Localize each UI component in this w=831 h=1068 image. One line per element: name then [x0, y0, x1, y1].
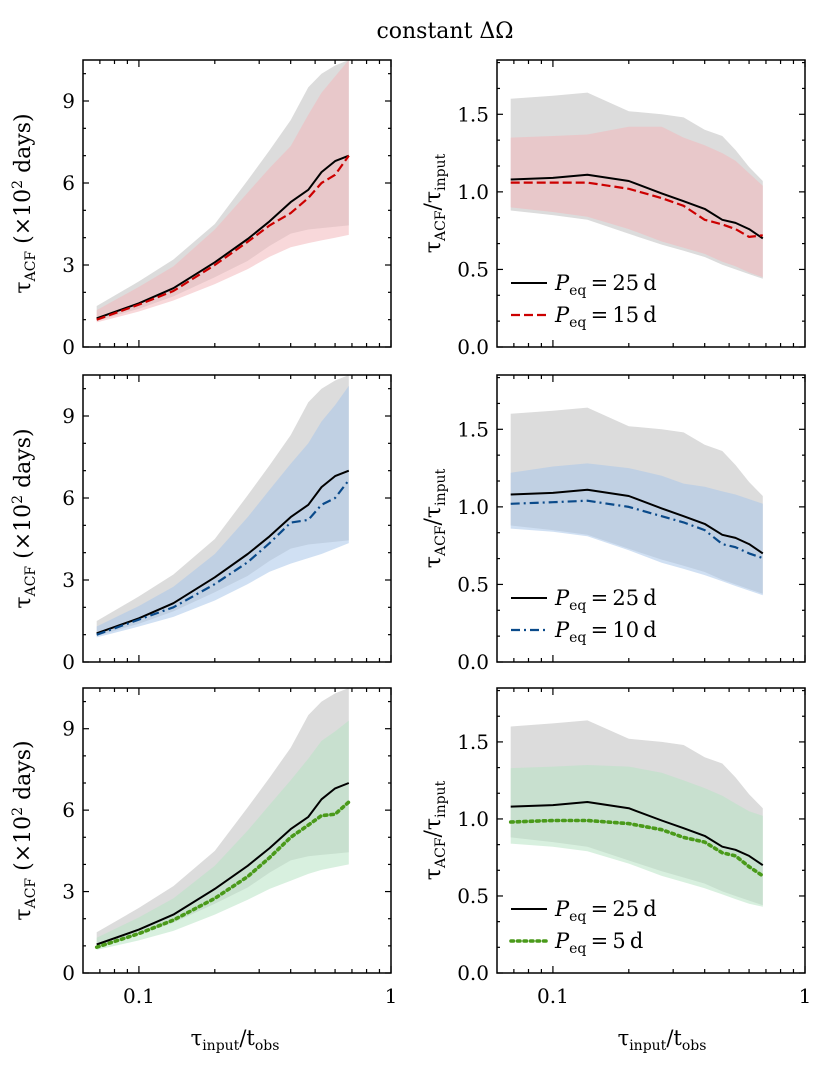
- legend-label: Peq = 5 d: [554, 929, 643, 957]
- y-tick-label: 3: [62, 253, 75, 277]
- y-tick-label: 1.5: [457, 417, 489, 441]
- y-axis-label: τACF/τinput: [421, 153, 449, 253]
- series-line-reference: [510, 488, 764, 555]
- y-ticks: 0.0 0.5 1.0 1.5: [457, 61, 805, 359]
- y-tick-label: 0: [62, 650, 75, 674]
- series-line-reference: [510, 801, 764, 867]
- figure-title: constant ΔΩ: [376, 19, 513, 44]
- plot-area: [94, 688, 351, 950]
- plot-area: [510, 407, 764, 596]
- legend: Peq = 25 d Peq = 15 d: [511, 271, 657, 331]
- x-ticks: [513, 375, 806, 662]
- y-tick-label: 1.5: [457, 730, 489, 754]
- series-line-p5: [94, 800, 351, 949]
- legend-label: Peq = 15 d: [554, 303, 657, 331]
- legend-label: Peq = 25 d: [554, 897, 657, 925]
- y-tick-label: 6: [62, 798, 75, 822]
- series-line-p15: [96, 155, 350, 321]
- band-p10: [510, 463, 763, 596]
- x-tick-label: 0.1: [537, 984, 569, 1008]
- y-axis-label: τACF (×102 days): [10, 428, 39, 608]
- band-p15: [510, 126, 763, 278]
- y-ticks: 0 3 6 9: [62, 73, 391, 359]
- y-tick-label: 9: [62, 89, 75, 113]
- x-axis-label-left: τinput/tobs: [191, 1026, 280, 1054]
- x-ticks: [99, 60, 392, 347]
- y-tick-label: 6: [62, 171, 75, 195]
- y-ticks: 0 3 6 9: [62, 388, 391, 674]
- y-tick-label: 0.5: [457, 572, 489, 596]
- y-ticks: 0.0 0.5 1.0 1.5: [457, 689, 805, 985]
- y-tick-label: 0: [62, 961, 75, 985]
- band-p5: [96, 720, 349, 950]
- series-line-p10: [510, 499, 764, 560]
- y-tick-label: 0.0: [457, 650, 489, 674]
- axis-frame: [496, 374, 806, 663]
- legend: Peq = 25 d Peq = 10 d: [511, 586, 657, 646]
- panel-top-right: 0.0 0.5 1.0 1.5 τACF/τinput Peq = 25 d Peq = 1…: [421, 59, 806, 359]
- y-tick-label: 0: [62, 335, 75, 359]
- x-axis-label-right: τinput/tobs: [618, 1026, 707, 1054]
- x-ticks: [513, 60, 806, 347]
- plot-area: [96, 60, 350, 323]
- y-tick-label: 0.5: [457, 884, 489, 908]
- y-tick-label: 0.5: [457, 257, 489, 281]
- x-ticks: 0.1 1: [513, 688, 812, 1008]
- panel-middle-right: 0.0 0.5 1.0 1.5 τACF/τinput Peq = 25 d Peq = 1…: [421, 374, 806, 674]
- legend-label: Peq = 25 d: [554, 271, 657, 299]
- panel-top-left: 0 3 6 9 τACF (×102 days): [10, 59, 392, 359]
- y-ticks: 0 3 6 9: [62, 700, 391, 985]
- band-p5: [510, 765, 763, 907]
- series-line-p15: [510, 181, 763, 238]
- plot-area: [96, 375, 350, 638]
- band-p15: [96, 60, 349, 323]
- legend: Peq = 25 d Peq = 5 d: [509, 897, 657, 957]
- y-tick-label: 6: [62, 486, 75, 510]
- y-tick-label: 3: [62, 880, 75, 904]
- y-ticks: 0.0 0.5 1.0 1.5: [457, 376, 805, 674]
- legend-label: Peq = 25 d: [554, 586, 657, 614]
- y-tick-label: 9: [62, 717, 75, 741]
- y-tick-label: 1.0: [457, 807, 489, 831]
- panel-middle-left: 0 3 6 9 τACF (×102 days): [10, 374, 392, 674]
- x-ticks: [99, 375, 392, 662]
- y-axis-label: τACF/τinput: [421, 468, 449, 568]
- y-tick-label: 0.0: [457, 335, 489, 359]
- axis-frame: [82, 374, 392, 663]
- x-tick-label: 0.1: [123, 984, 155, 1008]
- y-axis-label: τACF/τinput: [421, 780, 449, 880]
- y-tick-label: 1.0: [457, 180, 489, 204]
- x-ticks: 0.1 1: [99, 688, 398, 1008]
- series-line-p10: [96, 479, 350, 636]
- series-line-reference: [96, 154, 350, 320]
- y-tick-label: 3: [62, 568, 75, 592]
- y-axis-label: τACF (×102 days): [10, 740, 39, 920]
- series-line-reference: [510, 173, 764, 240]
- plot-area: [510, 92, 764, 279]
- axis-frame: [82, 687, 392, 974]
- y-tick-label: 1.0: [457, 495, 489, 519]
- axis-frame: [82, 59, 392, 348]
- legend-label: Peq = 10 d: [554, 618, 657, 646]
- axis-frame: [496, 59, 806, 348]
- x-tick-label: 1: [385, 984, 398, 1008]
- y-tick-label: 9: [62, 404, 75, 428]
- plot-area: [508, 720, 765, 907]
- series-line-p5: [508, 818, 765, 878]
- y-axis-label: τACF (×102 days): [10, 113, 39, 293]
- series-line-reference: [96, 782, 350, 946]
- y-tick-label: 1.5: [457, 102, 489, 126]
- y-tick-label: 0.0: [457, 961, 489, 985]
- x-tick-label: 1: [799, 984, 812, 1008]
- axis-frame: [496, 687, 806, 974]
- series-line-reference: [96, 469, 350, 635]
